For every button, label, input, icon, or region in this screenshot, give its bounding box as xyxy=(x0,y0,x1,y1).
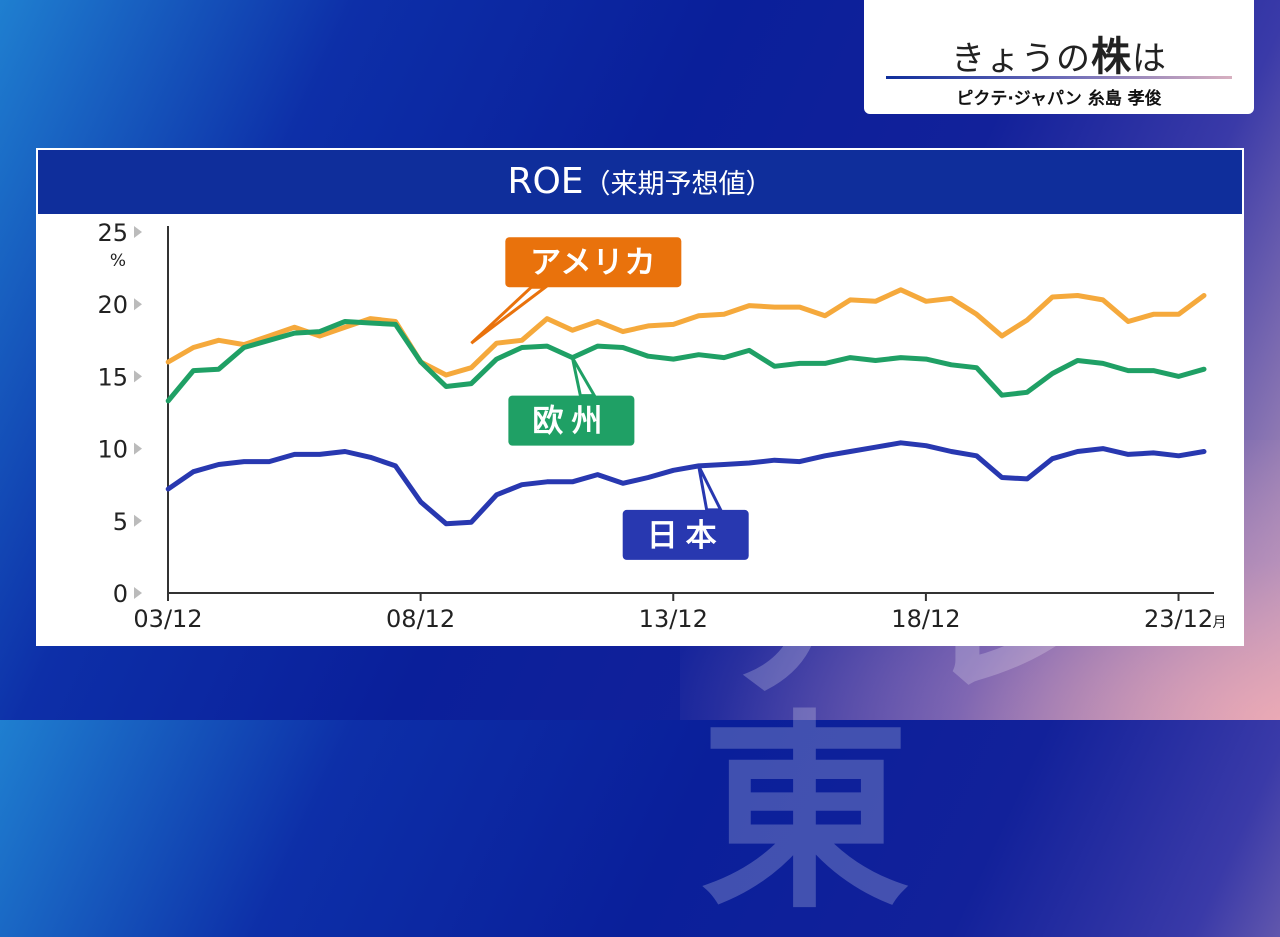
series-label-text: アメリカ xyxy=(530,245,656,281)
y-tick-label: 0 xyxy=(113,580,128,608)
series-label-pointer xyxy=(470,285,550,345)
series-label-text: 欧州 xyxy=(532,404,610,440)
header-divider xyxy=(886,76,1232,79)
y-tick-label: 15 xyxy=(97,363,128,391)
program-header-card: きょうの株は ピクテ·ジャパン 糸島 孝俊 xyxy=(864,0,1254,114)
series-line xyxy=(165,287,1207,378)
series-label-box xyxy=(505,237,682,288)
series-label-box xyxy=(508,395,635,446)
y-axis-unit: % xyxy=(110,251,126,271)
commentator-name: ピクテ·ジャパン 糸島 孝俊 xyxy=(956,89,1162,109)
y-tick-label: 25 xyxy=(97,219,128,247)
y-tick-marker xyxy=(134,514,142,527)
x-tick-label: 18/12 xyxy=(891,605,960,633)
y-tick-marker xyxy=(134,587,142,599)
series-label-pointer xyxy=(697,465,724,512)
x-tick-label: 08/12 xyxy=(386,605,455,633)
series-label-text: 日本 xyxy=(647,518,725,554)
y-tick-marker xyxy=(134,442,142,455)
y-tick-marker xyxy=(134,298,142,311)
series-line xyxy=(165,440,1207,527)
chart-title-main: ROE xyxy=(507,161,584,202)
y-tick-label: 10 xyxy=(97,436,128,464)
program-title-bold: 株 xyxy=(1091,34,1132,80)
x-tick-label: 23/12 xyxy=(1144,605,1213,633)
y-tick-label: 20 xyxy=(97,291,128,319)
y-tick-label: 5 xyxy=(113,508,128,536)
x-tick-label: 03/12 xyxy=(133,605,202,633)
x-axis-unit: 月 xyxy=(1213,615,1227,631)
series-line xyxy=(165,319,1207,404)
chart-panel: ROE（来期予想値） 0 5 10 15 20 25% 03/12 08/12 13/12 18/… xyxy=(36,148,1244,646)
program-title: きょうの株は xyxy=(864,24,1254,82)
y-tick-marker xyxy=(134,370,142,383)
program-title-prefix: きょうの xyxy=(951,39,1091,79)
x-tick-label: 13/12 xyxy=(639,605,708,633)
program-title-suffix: は xyxy=(1132,39,1167,79)
chart-title-sub: （来期予想値） xyxy=(583,169,773,200)
chart-title-bar: ROE（来期予想値） xyxy=(38,150,1242,214)
roe-line-chart: 0 5 10 15 20 25% 03/12 08/12 13/12 18/12 23/12 月 アメリ… xyxy=(97,219,1227,633)
series-label-pointer xyxy=(570,356,597,398)
series-label-box xyxy=(622,509,749,560)
y-tick-marker xyxy=(134,226,142,238)
